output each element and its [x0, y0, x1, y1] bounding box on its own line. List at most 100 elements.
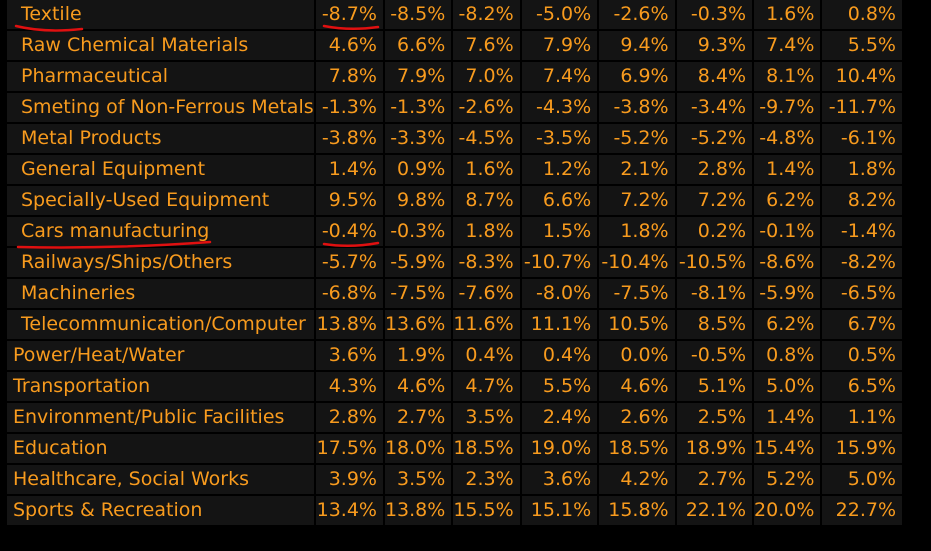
table-row: General Equipment 1.4% 0.9% 1.6% 1.2% 2.1% 2.8…: [7, 155, 904, 186]
value-cell: 2.4%: [521, 403, 600, 434]
row-label: Metal Products: [7, 124, 316, 155]
value-cell: 1.8%: [599, 217, 677, 248]
value-cell: 1.8%: [822, 155, 904, 186]
value-cell: 6.2%: [754, 186, 823, 217]
row-label: Cars manufacturing: [7, 217, 316, 248]
row-label: Sports & Recreation: [7, 496, 316, 527]
value-cell: 1.4%: [754, 155, 823, 186]
value-cell: 3.5%: [384, 465, 454, 496]
value-cell: 1.8%: [453, 217, 522, 248]
row-label: Pharmaceutical: [7, 62, 316, 93]
row-label: Raw Chemical Materials: [7, 31, 316, 62]
value-cell: 6.5%: [822, 372, 904, 403]
value-cell: 1.5%: [521, 217, 600, 248]
value-cell: 7.9%: [521, 31, 600, 62]
row-label: Environment/Public Facilities: [7, 403, 316, 434]
value-cell: 1.6%: [754, 0, 823, 31]
value-cell: 9.5%: [315, 186, 385, 217]
value-cell: -4.5%: [453, 124, 522, 155]
table-row: Healthcare, Social Works 3.9% 3.5% 2.3% 3.6%…: [7, 465, 904, 496]
value-cell: 3.9%: [315, 465, 385, 496]
value-cell: 7.0%: [453, 62, 522, 93]
value-cell: 2.8%: [676, 155, 755, 186]
value-cell: 1.4%: [315, 155, 385, 186]
table-row: Machineries -6.8% -7.5% -7.6% -8.0% -7.5% -8.1…: [7, 279, 904, 310]
value-cell: -3.8%: [315, 124, 385, 155]
value-cell: -1.3%: [384, 93, 454, 124]
value-cell: -8.6%: [754, 248, 823, 279]
value-cell: -8.3%: [453, 248, 522, 279]
value-cell: 22.1%: [676, 496, 755, 527]
value-cell: 2.3%: [453, 465, 522, 496]
row-label: Transportation: [7, 372, 316, 403]
value-cell: 8.1%: [754, 62, 823, 93]
value-cell: 17.5%: [315, 434, 385, 465]
row-label: Machineries: [7, 279, 316, 310]
value-cell: 15.8%: [599, 496, 677, 527]
value-cell: 10.4%: [822, 62, 904, 93]
value-cell: 11.1%: [521, 310, 600, 341]
value-cell: 9.4%: [599, 31, 677, 62]
value-cell: 8.2%: [822, 186, 904, 217]
value-cell: -0.5%: [676, 341, 755, 372]
value-cell: 1.2%: [521, 155, 600, 186]
row-label: Education: [7, 434, 316, 465]
value-cell: 5.0%: [754, 372, 823, 403]
value-cell: 19.0%: [521, 434, 600, 465]
value-cell: -6.5%: [822, 279, 904, 310]
value-cell: 7.9%: [384, 62, 454, 93]
value-cell: -1.3%: [315, 93, 385, 124]
value-cell: 6.7%: [822, 310, 904, 341]
value-cell: 4.7%: [453, 372, 522, 403]
value-cell: -3.8%: [599, 93, 677, 124]
value-cell: 3.6%: [315, 341, 385, 372]
row-label: Smeting of Non-Ferrous Metals: [7, 93, 316, 124]
value-cell: 0.8%: [822, 0, 904, 31]
value-cell: -8.2%: [822, 248, 904, 279]
value-cell: 5.0%: [822, 465, 904, 496]
value-cell: -3.5%: [521, 124, 600, 155]
value-cell: -0.3%: [676, 0, 755, 31]
row-label: Specially-Used Equipment: [7, 186, 316, 217]
value-cell: 7.2%: [676, 186, 755, 217]
table-row: Transportation 4.3% 4.6% 4.7% 5.5% 4.6% 5.1% 5.…: [7, 372, 904, 403]
value-cell: -5.9%: [754, 279, 823, 310]
table-row: Textile -8.7% -8.5% -8.2% -5.0% -2.6% -0.3% 1.6…: [7, 0, 904, 31]
value-cell: -3.4%: [676, 93, 755, 124]
value-cell: 7.2%: [599, 186, 677, 217]
value-cell: 15.5%: [453, 496, 522, 527]
value-cell: 2.7%: [384, 403, 454, 434]
table-row: Sports & Recreation 13.4% 13.8% 15.5% 15.1% 1…: [7, 496, 904, 527]
value-cell: 13.8%: [384, 496, 454, 527]
table-row: Power/Heat/Water 3.6% 1.9% 0.4% 0.4% 0.0% -0.5…: [7, 341, 904, 372]
row-label: Railways/Ships/Others: [7, 248, 316, 279]
value-cell: 4.3%: [315, 372, 385, 403]
value-cell: 5.1%: [676, 372, 755, 403]
value-cell: 2.1%: [599, 155, 677, 186]
value-cell: 13.6%: [384, 310, 454, 341]
table-row: Education 17.5% 18.0% 18.5% 19.0% 18.5% 18.9% 1…: [7, 434, 904, 465]
row-label: Textile: [7, 0, 316, 31]
value-cell: 9.8%: [384, 186, 454, 217]
row-label: General Equipment: [7, 155, 316, 186]
value-cell: 1.1%: [822, 403, 904, 434]
value-cell: 3.5%: [453, 403, 522, 434]
value-cell: -2.6%: [599, 0, 677, 31]
value-cell: 8.4%: [676, 62, 755, 93]
value-cell: -10.5%: [676, 248, 755, 279]
value-cell: 15.1%: [521, 496, 600, 527]
value-cell: -5.2%: [599, 124, 677, 155]
table-row: Pharmaceutical 7.8% 7.9% 7.0% 7.4% 6.9% 8.4% 8.…: [7, 62, 904, 93]
table-row: Railways/Ships/Others -5.7% -5.9% -8.3% -10.…: [7, 248, 904, 279]
value-cell: 6.9%: [599, 62, 677, 93]
value-cell: -10.7%: [521, 248, 600, 279]
value-cell: -10.4%: [599, 248, 677, 279]
value-cell: 2.5%: [676, 403, 755, 434]
value-cell: -5.2%: [676, 124, 755, 155]
value-cell: -6.8%: [315, 279, 385, 310]
value-cell: 4.6%: [599, 372, 677, 403]
value-cell: 4.2%: [599, 465, 677, 496]
value-cell: -8.2%: [453, 0, 522, 31]
value-cell: -5.9%: [384, 248, 454, 279]
value-cell: 6.6%: [521, 186, 600, 217]
